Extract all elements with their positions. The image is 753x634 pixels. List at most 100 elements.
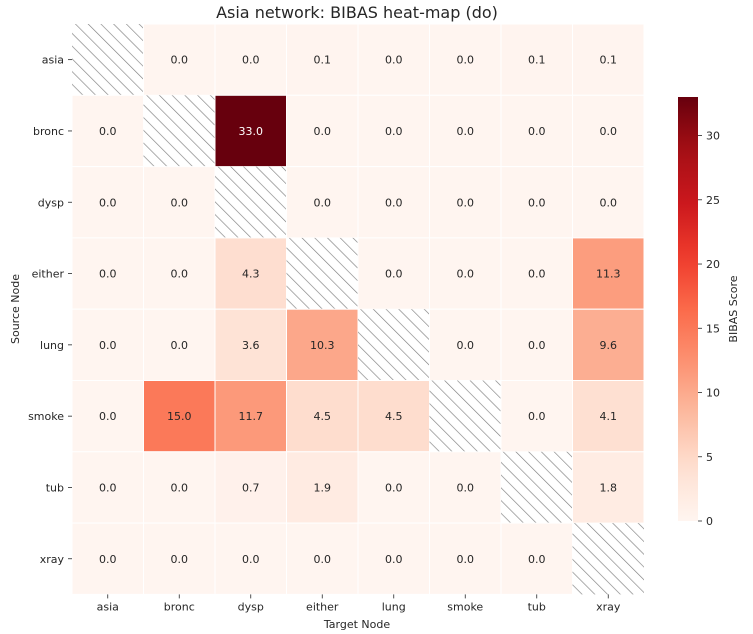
heatmap-cell [286, 522, 359, 595]
heatmap-cell [71, 522, 144, 595]
cell-value-label: 1.9 [314, 481, 332, 494]
heatmap-cell [214, 308, 287, 382]
heatmap-cell [572, 94, 645, 168]
cell-value-label: 0.0 [457, 196, 475, 209]
heatmap-cell [357, 451, 430, 524]
heatmap-cell [214, 23, 287, 96]
heatmap-cell [286, 94, 359, 168]
colorbar-label: BIBAS Score [727, 275, 740, 342]
x-axis-ticks: asia bronc dysp either lung smoke tub xray [97, 594, 621, 613]
heatmap-cell [357, 166, 430, 239]
cell-value-label: 33.0 [239, 125, 264, 138]
heatmap-cell [286, 451, 359, 524]
cell-value-label: 11.7 [239, 410, 264, 423]
heatmap-cell [357, 380, 430, 453]
heatmap-cell-missing [501, 451, 573, 524]
heatmap-cell [572, 166, 645, 239]
cell-value-label: 1.8 [600, 481, 618, 494]
cell-value-label: 0.0 [314, 553, 332, 566]
heatmap-cell [286, 166, 359, 239]
cell-value-label: 15.0 [167, 410, 192, 423]
heatmap-cell-missing [72, 24, 144, 96]
x-axis-label: Target Node [323, 618, 390, 631]
cell-value-label: 0.0 [457, 54, 475, 67]
y-tick-label: asia [42, 54, 64, 67]
cell-value-label: 0.0 [242, 553, 260, 566]
cell-value-label: 0.0 [600, 125, 618, 138]
x-tick-label: dysp [238, 600, 264, 613]
heatmap-cell [429, 451, 502, 524]
cell-value-label: 0.0 [528, 125, 546, 138]
colorbar: 0 5 10 15 20 25 30 BIBAS Score [678, 97, 740, 528]
heatmap-cell [572, 451, 645, 524]
y-tick-label: xray [40, 553, 65, 566]
y-tick-label: smoke [28, 410, 64, 423]
colorbar-tick-label: 5 [706, 451, 713, 464]
heatmap-cell [143, 23, 216, 96]
heatmap-cell [572, 237, 645, 310]
heatmap-cell [71, 451, 144, 524]
x-tick-label: either [306, 600, 339, 613]
heatmap-cell [214, 380, 287, 453]
heatmap-cell [357, 237, 430, 310]
heatmap-cell-missing [215, 166, 287, 238]
heatmap-cell [71, 237, 144, 310]
colorbar-tick-label: 10 [706, 387, 720, 400]
cell-value-label: 0.1 [600, 54, 618, 67]
heatmap-cell [286, 380, 359, 453]
cell-value-label: 0.0 [457, 125, 475, 138]
cell-value-label: 0.0 [528, 410, 546, 423]
cell-value-label: 0.0 [528, 553, 546, 566]
cell-value-label: 0.7 [242, 481, 260, 494]
cell-value-label: 0.0 [314, 125, 332, 138]
x-tick-label: asia [97, 600, 119, 613]
cell-value-label: 0.0 [99, 553, 117, 566]
cell-value-label: 0.0 [528, 339, 546, 352]
cell-value-label: 11.3 [596, 268, 621, 281]
cell-value-label: 0.0 [457, 268, 475, 281]
cell-value-label: 10.3 [310, 339, 335, 352]
y-tick-label: lung [40, 339, 64, 352]
cell-value-label: 0.0 [242, 54, 260, 67]
heatmap-cell [429, 94, 502, 168]
heatmap-cell [357, 23, 430, 96]
cell-value-label: 0.0 [457, 481, 475, 494]
cell-value-label: 0.0 [99, 196, 117, 209]
x-tick-label: bronc [164, 600, 195, 613]
colorbar-gradient [678, 97, 698, 521]
colorbar-ticks: 0 5 10 15 20 25 30 [698, 130, 720, 528]
heatmap-cell [500, 166, 573, 239]
heatmap-cell [429, 166, 502, 239]
heatmap-cell [572, 308, 645, 382]
colorbar-tick-label: 30 [706, 130, 720, 143]
cell-value-label: 0.0 [99, 339, 117, 352]
colorbar-tick-label: 20 [706, 258, 720, 271]
y-tick-label: dysp [38, 196, 64, 209]
cell-value-label: 0.1 [314, 54, 332, 67]
cell-value-label: 0.0 [528, 268, 546, 281]
heatmap-cell [500, 522, 573, 595]
heatmap-cell [143, 237, 216, 310]
heatmap-cell [572, 380, 645, 453]
x-tick-label: smoke [447, 600, 483, 613]
heatmap-cell [143, 522, 216, 595]
colorbar-tick-label: 15 [706, 322, 720, 335]
heatmap-cell [143, 166, 216, 239]
heatmap-cell [71, 308, 144, 382]
cell-value-label: 4.3 [242, 268, 260, 281]
y-tick-label: either [32, 268, 65, 281]
heatmap-cell [500, 23, 573, 96]
cell-value-label: 0.0 [457, 339, 475, 352]
cell-value-label: 0.0 [385, 481, 403, 494]
cell-value-label: 0.0 [99, 125, 117, 138]
colorbar-tick-label: 0 [706, 515, 713, 528]
y-tick-label: bronc [33, 125, 64, 138]
cell-value-label: 0.0 [314, 196, 332, 209]
cell-value-label: 9.6 [600, 339, 618, 352]
heatmap-cell-missing [143, 95, 215, 167]
cell-value-label: 3.6 [242, 339, 260, 352]
heatmap-cell [357, 522, 430, 595]
cell-value-label: 0.0 [385, 54, 403, 67]
cell-value-label: 4.1 [600, 410, 618, 423]
